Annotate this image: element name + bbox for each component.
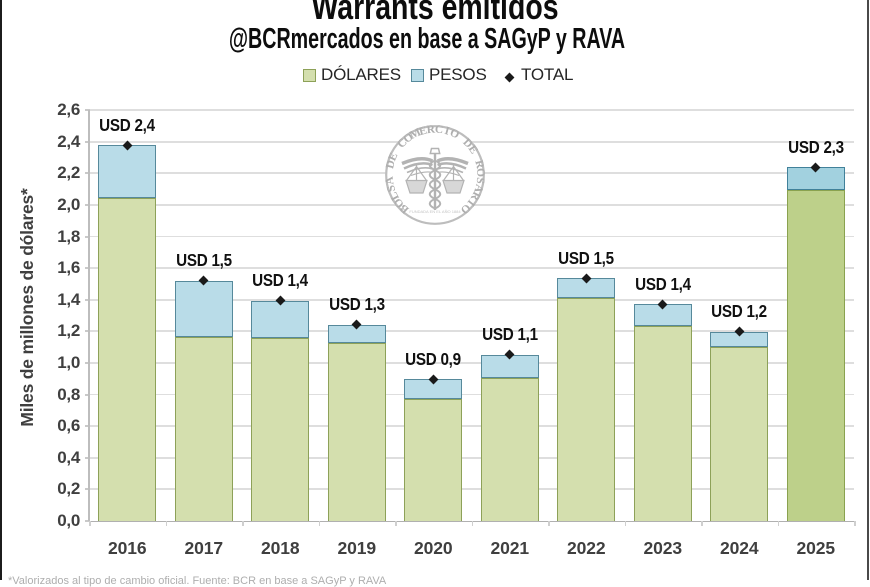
svg-text:D: D — [384, 159, 398, 170]
svg-text:I: I — [464, 197, 477, 208]
svg-text:C: C — [434, 124, 443, 137]
svg-text:I: I — [443, 125, 451, 138]
svg-text:R: R — [426, 124, 436, 137]
svg-text:O: O — [474, 168, 486, 178]
svg-text:M: M — [408, 126, 423, 142]
svg-text:FUNDADA EN EL AÑO 1884: FUNDADA EN EL AÑO 1884 — [409, 209, 461, 214]
svg-text:S: S — [385, 184, 398, 194]
svg-text:E: E — [418, 124, 429, 138]
svg-text:A: A — [383, 175, 396, 185]
svg-text:R: R — [472, 159, 486, 171]
svg-text:S: S — [474, 177, 487, 185]
